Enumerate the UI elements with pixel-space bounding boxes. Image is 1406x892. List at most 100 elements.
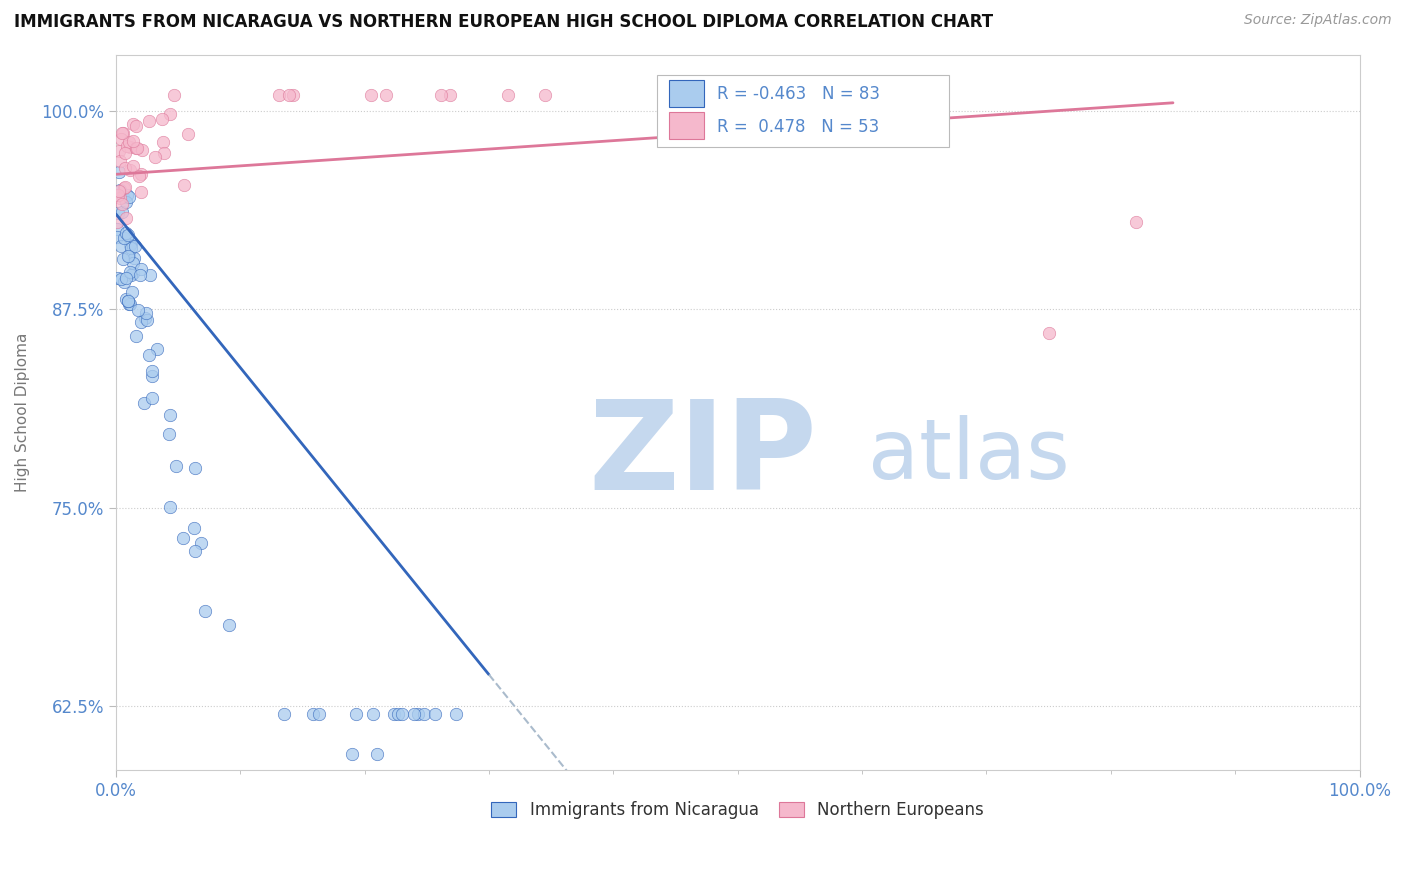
Point [444,707,467,722]
Point [110,239,132,253]
Point [129,262,152,277]
Point [127,302,149,317]
Point [124,238,146,252]
Point [118,238,141,252]
Point [121,256,143,270]
Point [115,188,138,202]
Point [159,408,181,422]
Point [107,206,129,220]
Point [107,221,129,235]
Point [117,249,139,263]
Point [273,707,295,722]
Point [159,107,181,121]
Legend: Immigrants from Nicaragua, Northern Europeans: Immigrants from Nicaragua, Northern Euro… [485,795,991,826]
Point [111,196,134,211]
Point [439,87,461,102]
Point [111,126,134,140]
Point [366,747,388,761]
Point [194,604,217,618]
Point [165,458,187,473]
Point [115,270,138,285]
Point [121,134,143,148]
Point [177,128,200,142]
Point [183,521,205,535]
Bar [669,112,704,139]
Point [281,87,304,102]
Point [135,306,157,320]
Point [115,139,138,153]
Point [173,178,195,192]
Point [114,180,136,194]
Point [1125,215,1147,229]
Point [131,315,153,329]
Point [107,188,129,202]
Point [184,544,207,558]
Point [278,87,301,102]
Point [145,342,167,356]
Point [150,112,173,127]
Point [269,87,291,102]
Point [340,747,363,761]
Point [115,226,138,240]
Point [141,364,163,378]
Y-axis label: High School Diploma: High School Diploma [15,333,30,492]
Point [413,707,436,722]
Point [120,268,142,282]
Point [134,311,156,326]
Point [128,169,150,183]
Point [105,229,128,244]
Point [122,251,145,265]
Point [1038,326,1060,340]
Point [108,191,131,205]
Point [121,285,143,299]
Point [112,252,135,266]
Point [363,707,385,722]
FancyBboxPatch shape [657,75,949,146]
Point [114,161,136,175]
Point [117,294,139,309]
Point [496,87,519,102]
Point [159,500,181,514]
Point [143,150,166,164]
Point [375,87,398,102]
Point [406,707,429,722]
Point [112,275,135,289]
Text: R = -0.463   N = 83: R = -0.463 N = 83 [717,85,880,103]
Point [382,707,405,722]
Text: IMMIGRANTS FROM NICARAGUA VS NORTHERN EUROPEAN HIGH SCHOOL DIPLOMA CORRELATION C: IMMIGRANTS FROM NICARAGUA VS NORTHERN EU… [14,13,993,31]
Point [190,535,212,549]
Point [118,296,141,310]
Point [184,461,207,475]
Point [107,271,129,285]
Point [112,126,135,140]
Point [218,618,240,632]
Point [118,163,141,178]
Point [163,87,186,102]
Point [172,532,194,546]
Point [115,211,138,225]
Point [136,313,159,327]
Point [391,707,413,722]
Point [122,266,145,280]
Point [118,297,141,311]
Point [302,707,325,722]
Point [124,141,146,155]
Point [111,190,134,204]
Point [114,145,136,160]
Point [141,368,163,383]
Point [110,132,132,146]
Point [108,144,131,158]
Point [117,293,139,308]
Point [122,159,145,173]
Point [110,154,132,169]
Point [152,145,174,160]
Point [112,231,135,245]
Point [157,426,180,441]
Point [118,249,141,263]
Point [118,190,141,204]
Point [152,135,174,149]
Point [111,205,134,219]
Point [141,392,163,406]
Point [114,292,136,306]
Point [110,272,132,286]
